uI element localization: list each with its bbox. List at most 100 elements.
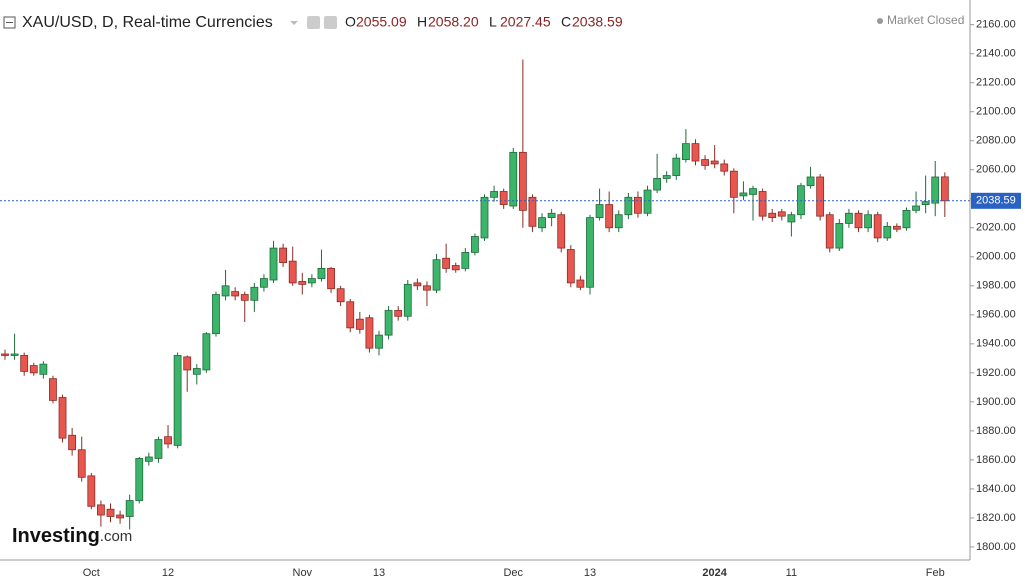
candle-body <box>355 318 364 330</box>
candle-body <box>739 192 748 197</box>
candle-body <box>346 301 355 329</box>
ohlc-value: 2055.09 <box>356 14 407 30</box>
candle-body <box>202 333 211 371</box>
candle-body <box>480 196 489 239</box>
candle-body <box>509 151 518 207</box>
y-tick-label: 1880.00 <box>976 425 1016 437</box>
dropdown-arrow[interactable] <box>290 21 298 25</box>
candle-body <box>825 214 834 249</box>
candle-body <box>892 225 901 230</box>
candle-body <box>768 212 777 219</box>
y-tick-label: 2000.00 <box>976 251 1016 263</box>
candle-body <box>231 291 240 297</box>
y-tick-label: 2020.00 <box>976 222 1016 234</box>
candle-body <box>835 223 844 249</box>
candle-body <box>614 214 623 229</box>
ohlc-key: C <box>561 14 571 30</box>
y-tick-label: 1800.00 <box>976 541 1016 553</box>
y-tick-label: 2060.00 <box>976 164 1016 176</box>
x-tick-label: Oct <box>83 567 100 579</box>
candle-body <box>634 196 642 214</box>
y-tick-label: 2140.00 <box>976 48 1016 60</box>
candle-body <box>29 365 38 374</box>
candle-body <box>864 214 872 229</box>
candle-body <box>547 212 556 219</box>
candle-body <box>135 458 144 501</box>
candle-body <box>144 456 153 462</box>
eye-icon[interactable] <box>307 16 320 29</box>
candle-body <box>451 265 460 271</box>
candle-body <box>605 204 614 229</box>
y-tick-label: 1900.00 <box>976 396 1016 408</box>
x-tick-label: Feb <box>926 567 945 579</box>
candle-body <box>729 170 738 198</box>
candle-body <box>68 434 77 451</box>
candle-body <box>624 196 633 216</box>
x-tick-label: 13 <box>584 567 596 579</box>
candle-body <box>423 285 431 291</box>
candle-body <box>183 356 192 371</box>
candle-body <box>797 185 805 216</box>
candle-body <box>681 143 690 160</box>
x-tick-label: 12 <box>162 567 174 579</box>
ohlc-key: O <box>345 14 356 30</box>
ohlc-key: L <box>489 14 497 30</box>
y-tick-label: 1840.00 <box>976 483 1016 495</box>
candle-body <box>662 175 671 179</box>
candle-body <box>940 176 949 202</box>
candle-body <box>106 508 115 517</box>
candle-body <box>49 378 57 401</box>
menu-icon[interactable] <box>3 16 16 29</box>
y-tick-label: 1940.00 <box>976 338 1016 350</box>
candle-body <box>672 157 681 176</box>
candle-body <box>20 355 29 372</box>
logo: Investing.com <box>12 525 132 547</box>
candle-body <box>250 286 259 301</box>
settings-icon[interactable] <box>324 16 337 29</box>
x-tick-label: 11 <box>786 567 797 579</box>
candle-body <box>576 279 585 288</box>
candle-body <box>710 160 719 165</box>
candle-body <box>806 176 815 187</box>
candle-body <box>701 159 709 166</box>
candle-body <box>288 260 297 284</box>
candle-body <box>586 217 594 288</box>
ohlc-value: 2027.45 <box>500 14 551 30</box>
y-tick-label: 1960.00 <box>976 309 1016 321</box>
candle-body <box>499 191 508 205</box>
candle-body <box>212 294 220 335</box>
candle-body <box>931 176 940 204</box>
status-dot <box>877 18 883 24</box>
candle-body <box>471 236 479 253</box>
candle-body <box>154 439 163 459</box>
candle-body <box>394 310 403 317</box>
x-tick-label: Dec <box>503 567 523 579</box>
candle-body <box>298 281 307 285</box>
y-tick-label: 1980.00 <box>976 280 1016 292</box>
chart-title: XAU/USD, D, Real-time Currencies <box>22 14 273 31</box>
candle-body <box>384 310 393 336</box>
candle-body <box>518 151 527 211</box>
candle-body <box>116 514 124 519</box>
candle-body <box>221 285 230 297</box>
candle-body <box>58 397 67 439</box>
y-tick-label: 2080.00 <box>976 135 1016 147</box>
y-tick-label: 2100.00 <box>976 106 1016 118</box>
candle-body <box>87 475 96 507</box>
y-tick-label: 1920.00 <box>976 367 1016 379</box>
candle-body <box>279 247 288 263</box>
candle-body <box>365 317 374 349</box>
candle-body <box>269 247 278 281</box>
ohlc-value: 2038.59 <box>572 14 623 30</box>
candle-body <box>787 214 796 223</box>
candle-body <box>77 449 86 478</box>
candle-body <box>192 368 201 375</box>
candle-body <box>528 196 537 227</box>
candle-body <box>173 355 182 446</box>
candle-body <box>777 211 786 217</box>
candle-body <box>442 257 451 269</box>
candle-body <box>720 163 729 172</box>
candle-body <box>403 283 412 317</box>
